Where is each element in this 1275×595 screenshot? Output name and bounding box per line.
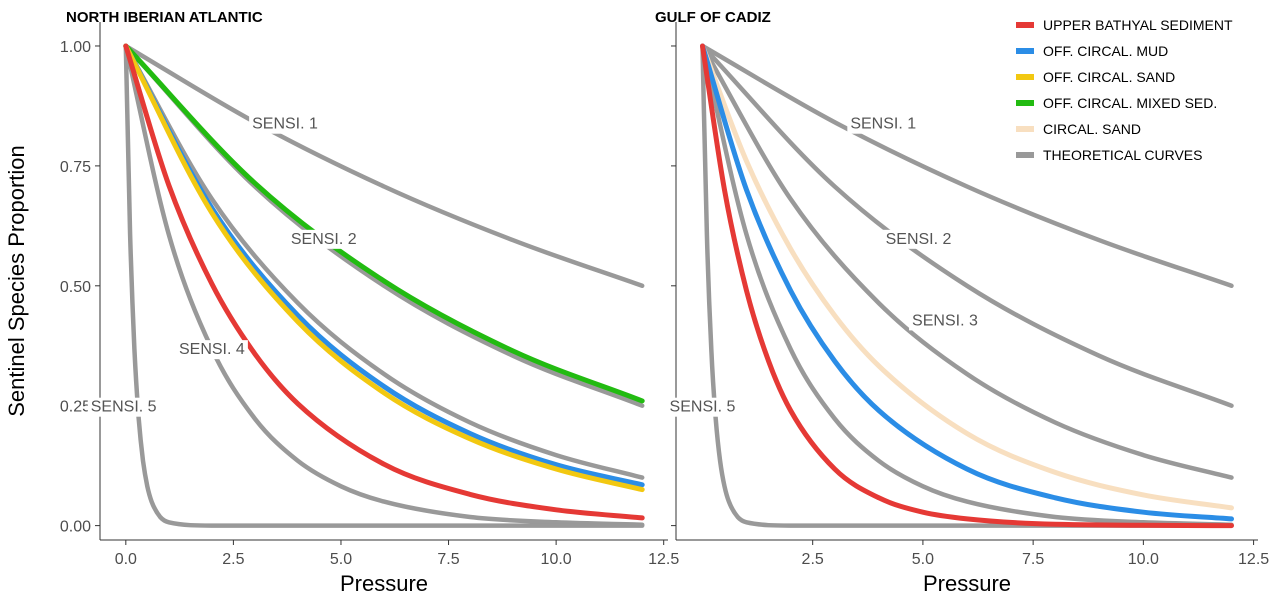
series-line-theoretical <box>700 43 1234 480</box>
curve-label-background <box>87 397 160 417</box>
curve-label: SENSI. 2 <box>886 231 952 248</box>
x-tick-label: 7.5 <box>437 551 459 568</box>
series-line-theoretical <box>123 43 645 289</box>
y-tick-label: 1.00 <box>60 39 91 56</box>
curve-label-background <box>175 340 248 360</box>
curve-label: SENSI. 3 <box>912 312 978 329</box>
series-line-upper-bathyal <box>700 43 1234 529</box>
series-line-theoretical <box>700 43 1234 528</box>
curve-label-background <box>882 229 955 249</box>
legend-label: THEORETICAL CURVES <box>1043 147 1202 163</box>
x-tick-label: 2.5 <box>222 551 244 568</box>
panel-title: NORTH IBERIAN ATLANTIC <box>66 9 263 26</box>
curve-label: SENSI. 1 <box>850 116 916 133</box>
panel-title: GULF OF CADIZ <box>655 9 771 26</box>
series-line-off-circ-mixed <box>123 43 645 404</box>
x-tick-label: 12.5 <box>648 551 679 568</box>
panel-2: GULF OF CADIZ 2.5 5.0 7.5 10.0 12.5 Pressure SE… <box>655 9 1269 595</box>
y-axis-title: Sentinel Species Proportion <box>4 145 29 417</box>
x-tick-label: 2.5 <box>802 551 824 568</box>
series-line-off-circ-mud <box>700 43 1234 522</box>
legend-label: OFF. CIRCAL. MIXED SED. <box>1043 95 1217 111</box>
curve-label: SENSI. 5 <box>670 399 736 416</box>
series-line-theoretical <box>700 43 1234 527</box>
legend-label: CIRCAL. SAND <box>1043 121 1141 137</box>
legend-label: UPPER BATHYAL SEDIMENT <box>1043 17 1233 33</box>
y-tick-label: 0.75 <box>60 159 91 176</box>
series-line-off-circ-sand <box>123 43 645 493</box>
curve-label: SENSI. 2 <box>291 231 357 248</box>
legend-label: OFF. CIRCAL. MUD <box>1043 43 1168 59</box>
series-line-theoretical <box>123 43 645 480</box>
curve-label-background <box>847 114 920 134</box>
y-tick-label: 0.50 <box>60 279 91 296</box>
x-tick-label: 5.0 <box>330 551 352 568</box>
x-tick-label: 12.5 <box>1238 551 1269 568</box>
x-tick-label: 7.5 <box>1022 551 1044 568</box>
x-axis-title: Pressure <box>923 571 1011 595</box>
legend: UPPER BATHYAL SEDIMENT OFF. CIRCAL. MUD OF… <box>1016 17 1233 163</box>
curve-label-background <box>909 311 981 331</box>
x-tick-label: 0.0 <box>115 551 137 568</box>
series-line-theoretical <box>123 43 645 527</box>
series-line-theoretical <box>700 43 1234 289</box>
panel-1: NORTH IBERIAN ATLANTIC 0.00 0.25 0.50 0.75 1.… <box>4 9 679 595</box>
series-line-theoretical <box>700 43 1234 408</box>
y-tick-label: 0.25 <box>60 399 91 416</box>
curve-label-background <box>666 397 739 417</box>
curve-label-background <box>287 229 360 249</box>
y-tick-label: 0.00 <box>60 519 91 536</box>
x-tick-label: 5.0 <box>912 551 934 568</box>
series-line-theoretical <box>123 43 645 528</box>
series-line-circ-sand <box>700 43 1234 511</box>
curve-label-background <box>249 114 322 134</box>
x-tick-label: 10.0 <box>541 551 572 568</box>
curve-label: SENSI. 4 <box>179 341 245 358</box>
series-line-upper-bathyal <box>123 43 645 521</box>
x-axis-title: Pressure <box>340 571 428 595</box>
curve-label: SENSI. 5 <box>91 399 157 416</box>
legend-label: OFF. CIRCAL. SAND <box>1043 69 1175 85</box>
x-tick-label: 10.0 <box>1128 551 1159 568</box>
curve-label: SENSI. 1 <box>252 116 318 133</box>
